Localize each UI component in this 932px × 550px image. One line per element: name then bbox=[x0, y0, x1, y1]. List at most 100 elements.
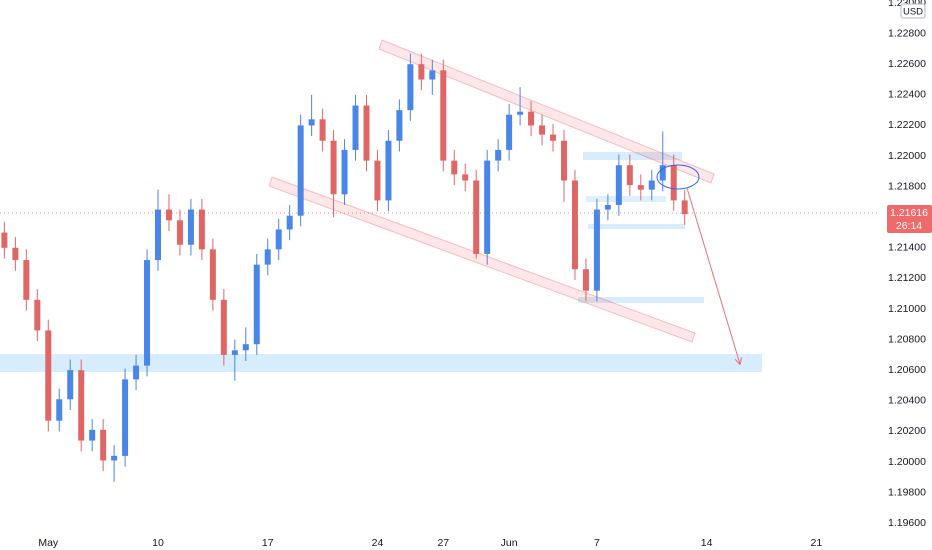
candle-body bbox=[560, 140, 567, 181]
currency-box bbox=[900, 3, 926, 19]
candle-body bbox=[374, 160, 381, 201]
candle-body bbox=[385, 140, 392, 201]
zone bbox=[578, 297, 704, 303]
x-tick-label: Jun bbox=[501, 537, 518, 549]
candle-body bbox=[593, 209, 600, 291]
candle-body bbox=[67, 370, 74, 400]
y-tick-label: 1.22400 bbox=[888, 89, 926, 101]
y-tick-label: 1.20400 bbox=[888, 395, 926, 407]
zone bbox=[588, 224, 685, 229]
candle-body bbox=[319, 119, 326, 141]
projection-arrow bbox=[686, 187, 740, 364]
candle-body bbox=[220, 299, 227, 355]
y-tick-label: 1.22200 bbox=[888, 119, 926, 131]
candle-body bbox=[528, 111, 535, 126]
candle-body bbox=[165, 209, 172, 221]
candle-body bbox=[615, 165, 622, 205]
candle-body bbox=[242, 344, 249, 351]
x-tick-label: 7 bbox=[594, 537, 600, 549]
y-tick-label: 1.22000 bbox=[888, 150, 926, 162]
candle-body bbox=[231, 350, 238, 355]
currency: USD bbox=[903, 7, 923, 18]
candle-body bbox=[659, 165, 666, 181]
y-tick-label: 1.22800 bbox=[888, 27, 926, 39]
candle-body bbox=[56, 399, 63, 421]
candle-body bbox=[264, 249, 271, 265]
candle-body bbox=[352, 105, 359, 150]
candle-body bbox=[209, 249, 216, 300]
y-tick-label: 1.21200 bbox=[888, 272, 926, 284]
y-tick-label: 1.20600 bbox=[888, 364, 926, 376]
highlight-ellipse bbox=[656, 164, 700, 190]
candle-body bbox=[462, 174, 469, 181]
resistance-zone bbox=[583, 152, 682, 160]
y-tick-label: 1.19800 bbox=[888, 486, 926, 498]
y-tick-label: 1.20800 bbox=[888, 333, 926, 345]
channel-upper bbox=[378, 39, 715, 184]
candle-body bbox=[297, 125, 304, 216]
candle-body bbox=[187, 209, 194, 245]
candle-body bbox=[418, 64, 425, 80]
candle-body bbox=[495, 149, 502, 161]
candle-body bbox=[407, 64, 414, 111]
candle-body bbox=[133, 365, 140, 380]
candle-body bbox=[517, 111, 524, 115]
candle-body bbox=[451, 160, 458, 175]
candle-body bbox=[571, 180, 578, 270]
candle-body bbox=[45, 330, 52, 421]
y-tick-label: 1.20200 bbox=[888, 425, 926, 437]
candle-body bbox=[89, 429, 96, 441]
candle-body bbox=[626, 165, 633, 186]
zone bbox=[586, 196, 666, 202]
candle-body bbox=[582, 269, 589, 291]
channel-lower bbox=[268, 176, 696, 343]
x-tick-label: May bbox=[38, 537, 59, 549]
y-tick-label: 1.20000 bbox=[888, 456, 926, 468]
candle-body bbox=[122, 379, 129, 456]
candle-body bbox=[286, 215, 293, 230]
candle-body bbox=[550, 134, 557, 141]
candle-body bbox=[253, 264, 260, 345]
drawings bbox=[0, 39, 880, 372]
y-tick-label: 1.21800 bbox=[888, 180, 926, 192]
candle-body bbox=[34, 299, 41, 331]
y-tick-label: 1.19600 bbox=[888, 517, 926, 529]
candle-body bbox=[23, 260, 30, 300]
last-price-box bbox=[887, 205, 932, 233]
candle-body bbox=[604, 204, 611, 210]
candle-body bbox=[681, 200, 688, 215]
candle-body bbox=[429, 70, 436, 80]
support-zone bbox=[0, 354, 762, 372]
overlay bbox=[656, 164, 740, 364]
candle-body bbox=[330, 140, 337, 195]
x-tick-label: 14 bbox=[701, 537, 713, 549]
candle-body bbox=[539, 125, 546, 135]
axes: 1.19600 1.19800 1.20000 1.20200 1.20400 1.206… bbox=[38, 0, 932, 549]
countdown: 26:14 bbox=[896, 220, 922, 232]
x-tick-label: 24 bbox=[372, 537, 384, 549]
candle-body bbox=[198, 209, 205, 250]
candles bbox=[1, 53, 688, 482]
candle-body bbox=[363, 105, 370, 161]
candle-body bbox=[473, 180, 480, 254]
last-price: 1.21616 bbox=[890, 207, 928, 219]
candle-body bbox=[396, 110, 403, 141]
y-tick-label: 1.21000 bbox=[888, 303, 926, 315]
candle-body bbox=[484, 160, 491, 254]
candle-body bbox=[670, 165, 677, 201]
candle-body bbox=[308, 119, 315, 126]
candle-body bbox=[506, 114, 513, 150]
candle-body bbox=[78, 370, 85, 441]
candle-body bbox=[12, 247, 19, 261]
candle-body bbox=[440, 70, 447, 161]
candle-body bbox=[275, 229, 282, 250]
candle-body bbox=[341, 149, 348, 195]
x-tick-label: 10 bbox=[152, 537, 164, 549]
x-tick-label: 27 bbox=[437, 537, 449, 549]
candle-body bbox=[648, 180, 655, 190]
candle-body bbox=[155, 209, 162, 261]
y-tick-label: 1.22600 bbox=[888, 58, 926, 70]
candle-body bbox=[1, 232, 8, 248]
candle-body bbox=[144, 260, 151, 366]
